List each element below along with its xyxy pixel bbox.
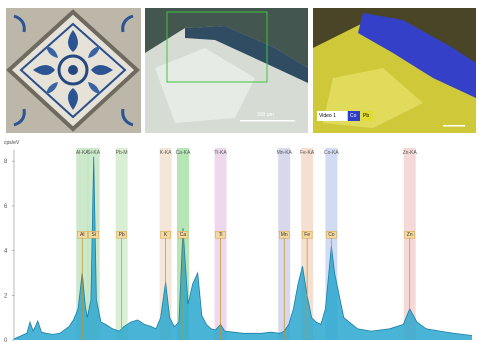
element-marker-label: Fe xyxy=(304,232,310,238)
element-band-label: Ti-KA xyxy=(214,150,227,156)
element-band-label: Co-KA xyxy=(324,150,339,156)
element-marker-label: Co xyxy=(328,232,335,238)
map-legend-pb: Pb xyxy=(363,113,370,119)
element-marker-box xyxy=(116,230,127,239)
element-band-label: Fe-KA xyxy=(300,150,315,156)
element-band-label: K-KA xyxy=(160,150,172,156)
micrograph-cross-section-icon xyxy=(145,8,308,133)
element-marker-box xyxy=(77,230,88,239)
element-markers: Al Si Pb K Ca Ti Mn Fe Co Zn xyxy=(77,230,415,340)
micrograph: 300 µm xyxy=(145,8,308,133)
element-marker-label: Zn xyxy=(407,232,413,238)
y-tick-label: 2 xyxy=(4,293,8,299)
element-band-label: Zn-KA xyxy=(403,150,418,156)
tile-photo xyxy=(6,8,141,133)
element-marker-box xyxy=(279,230,290,239)
y-tick-label: 8 xyxy=(4,159,8,165)
element-band-label: Al-KA xyxy=(76,150,89,156)
element-marker-label: Mn xyxy=(281,232,288,238)
element-marker-label: Si xyxy=(91,232,95,238)
element-marker-label: Ti xyxy=(219,232,223,238)
element-marker-box xyxy=(215,230,226,239)
y-axis: 8 6 4 2 0 xyxy=(4,150,15,342)
element-marker-box xyxy=(88,230,99,239)
y-tick-label: 4 xyxy=(4,249,8,255)
eds-element-map-icon xyxy=(313,8,476,133)
element-band-label: Pb-M xyxy=(116,150,128,156)
element-marker-box xyxy=(404,230,415,239)
element-marker-box xyxy=(177,230,189,239)
map-legend-video: Video 1 xyxy=(319,113,336,119)
element-band-label: Mn-KA xyxy=(277,150,293,156)
element-marker-box xyxy=(160,230,171,239)
element-marker-label: Ca xyxy=(180,232,187,238)
element-marker-label: Al xyxy=(80,232,84,238)
y-tick-label: 0 xyxy=(4,338,8,342)
map-legend-co: Co xyxy=(350,113,357,119)
y-tick-label: 6 xyxy=(4,204,8,210)
azulejo-tile-icon xyxy=(6,8,141,133)
scale-bar-label: 300 µm xyxy=(257,112,274,118)
element-marker-box xyxy=(326,230,337,239)
element-marker-box xyxy=(301,230,313,239)
element-marker-label: Pb xyxy=(119,232,125,238)
element-band-label: Si-KA xyxy=(87,150,100,156)
eds-element-map: Video 1 Co Pb xyxy=(313,8,476,133)
element-marker-label: K xyxy=(164,232,168,238)
y-axis-label: cps/eV xyxy=(4,140,20,146)
element-band-label: Ca-KA xyxy=(176,150,191,156)
